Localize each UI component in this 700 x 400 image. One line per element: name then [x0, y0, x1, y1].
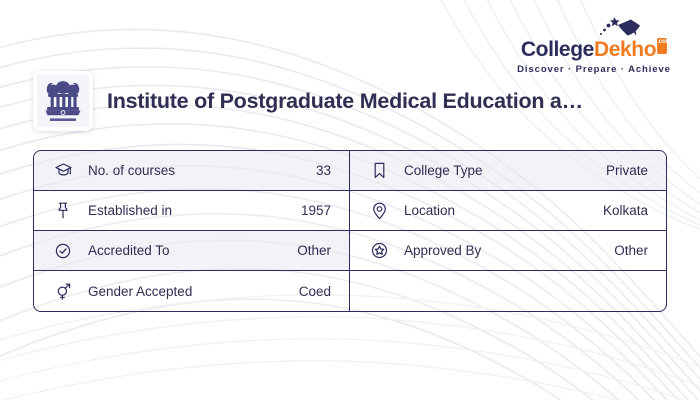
row-label: Location: [404, 203, 456, 218]
row-value: Other: [614, 243, 648, 258]
collegedekho-logo[interactable]: CollegeDekho.com Discover · Prepare · Ac…: [514, 17, 674, 75]
brand-tld-badge: .com: [657, 38, 671, 54]
row-label: Established in: [88, 203, 173, 218]
row-value: Private: [605, 163, 648, 178]
location-pin-icon: [368, 201, 390, 221]
table-row: Approved By Other: [350, 231, 666, 271]
college-info-table: No. of courses 33 Established in 1957: [33, 150, 667, 312]
graduation-cap-icon: [52, 161, 74, 181]
row-value: Kolkata: [602, 203, 648, 218]
ashoka-lion-capital-emblem: [33, 71, 93, 131]
row-value: 1957: [300, 203, 331, 218]
brand-name-dekho: Dekho: [593, 38, 657, 61]
brand-wordmark: CollegeDekho.com: [514, 38, 674, 61]
table-row: No. of courses 33: [34, 151, 349, 191]
star-circle-icon: [368, 241, 390, 261]
info-column-left: No. of courses 33 Established in 1957: [34, 151, 350, 311]
brand-name-college: College: [520, 38, 594, 61]
row-value: 33: [315, 163, 331, 178]
row-value: Other: [297, 243, 331, 258]
table-row: Location Kolkata: [350, 191, 666, 231]
graduation-cap-icon: [599, 17, 640, 36]
check-circle-icon: [52, 241, 74, 261]
table-row: Established in 1957: [34, 191, 349, 231]
row-label: No. of courses: [88, 163, 176, 178]
row-label: Gender Accepted: [88, 283, 193, 299]
row-label: College Type: [404, 163, 483, 178]
college-header: Institute of Postgraduate Medical Educat…: [33, 70, 672, 132]
page-title: Institute of Postgraduate Medical Educat…: [107, 88, 583, 113]
push-pin-icon: [52, 201, 74, 221]
row-label: Approved By: [404, 243, 482, 258]
row-value: Coed: [298, 283, 331, 299]
info-column-right: College Type Private Location Kolkata: [350, 151, 666, 311]
table-row: College Type Private: [350, 151, 666, 191]
table-row: Accredited To Other: [34, 231, 349, 271]
table-row-empty: [350, 271, 666, 311]
brand-mark-row: CollegeDekho.com: [514, 17, 674, 61]
gender-icon: [52, 281, 74, 301]
table-row: Gender Accepted Coed: [34, 271, 349, 311]
row-label: Accredited To: [88, 243, 170, 258]
bookmark-icon: [368, 161, 390, 181]
